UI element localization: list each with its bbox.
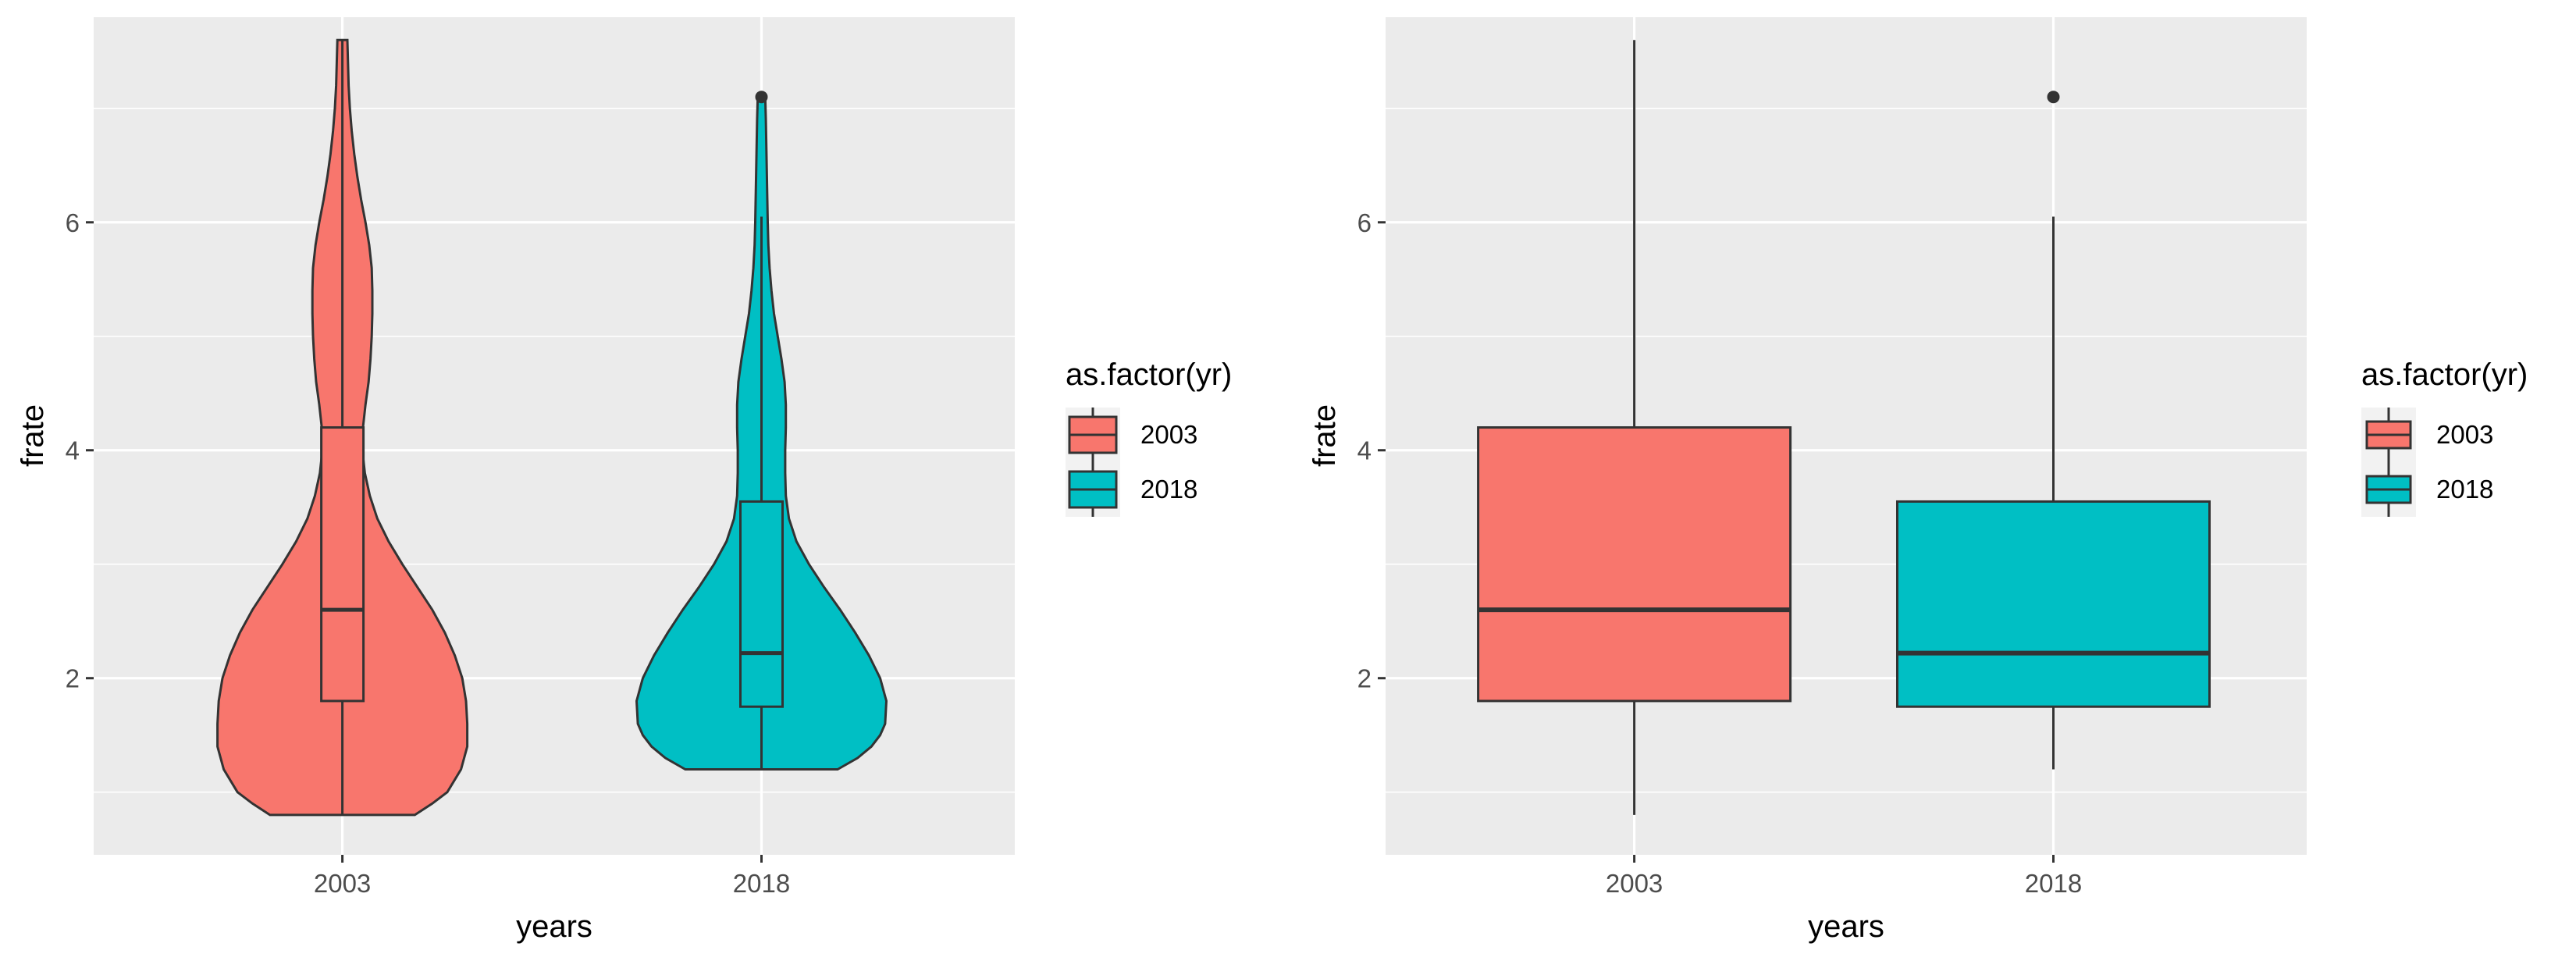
y-axis-title: frate [16,404,50,467]
outlier-2018 [2047,91,2060,104]
y-tick-label: 2 [1357,664,1372,693]
x-axis-title: years [1808,909,1884,944]
boxplot-chart: 2 4 6 2003 2018 years frate as.factor(yr) 20… [1308,17,2528,944]
outlier-2018 [755,91,768,104]
legend-key-2018 [1066,462,1120,517]
legend: as.factor(yr) 2003 2018 [2361,358,2528,517]
box-2018 [739,500,784,708]
box-marks [1477,40,2211,815]
box-2003 [1477,426,1792,703]
y-tick-label: 6 [1357,208,1372,237]
legend-key-2003 [2361,408,2416,462]
axes: 2 4 6 2003 2018 [1357,208,2083,898]
legend-title: as.factor(yr) [2361,358,2528,392]
x-tick-label: 2003 [314,869,371,898]
y-tick-label: 6 [66,208,80,237]
legend-label-2003: 2003 [2436,420,2493,449]
legend-key-2018 [2361,462,2416,517]
legend-key-2003 [1066,408,1120,462]
legend-label-2018: 2018 [1140,475,1197,504]
x-tick-label: 2003 [1606,869,1663,898]
violin-chart: 2 4 6 2003 2018 years frate as.factor(yr) 20… [16,17,1232,944]
legend-label-2003: 2003 [1140,420,1197,449]
x-tick-label: 2018 [2025,869,2082,898]
box-2003 [320,426,365,703]
legend-title: as.factor(yr) [1066,358,1232,392]
legend: as.factor(yr) 2003 2018 [1066,358,1232,517]
y-axis-title: frate [1308,404,1342,467]
x-tick-label: 2018 [733,869,790,898]
legend-label-2018: 2018 [2436,475,2493,504]
axes: 2 4 6 2003 2018 [66,208,791,898]
violin-marks [216,38,888,817]
y-tick-label: 4 [1357,436,1372,465]
box-2018 [1896,500,2211,708]
x-axis-title: years [516,909,592,944]
y-tick-label: 2 [66,664,80,693]
y-tick-label: 4 [66,436,80,465]
